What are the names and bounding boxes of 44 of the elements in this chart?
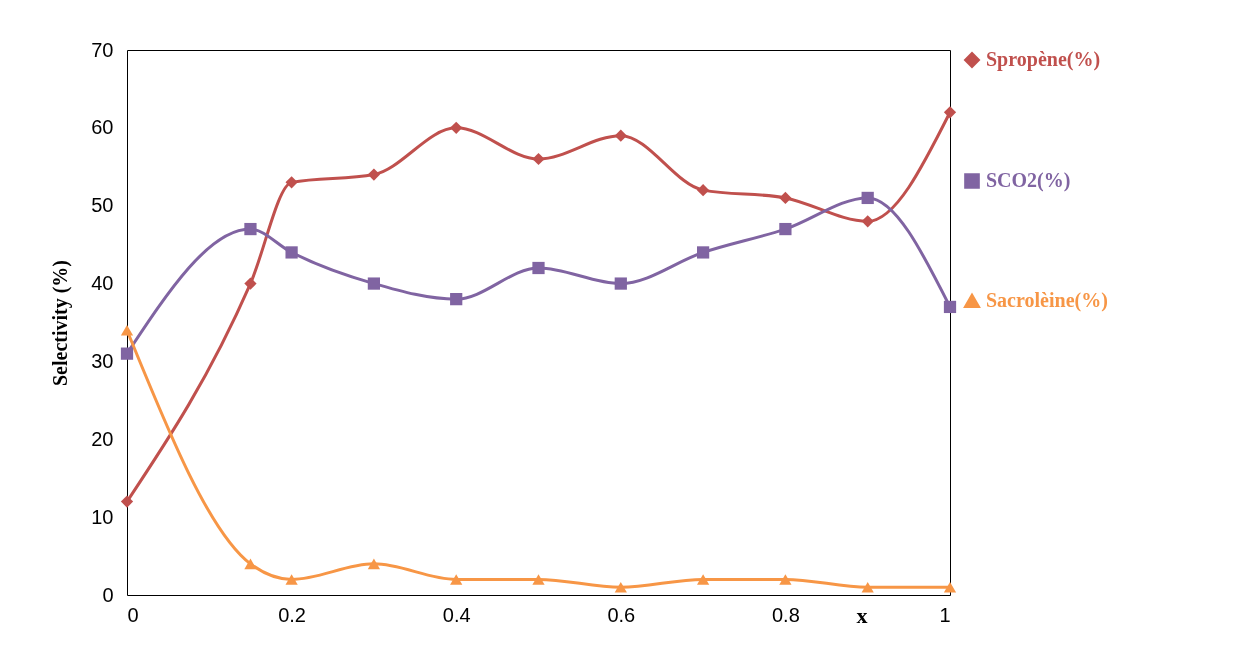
x-tick-label: 0 [127, 603, 139, 626]
point [450, 293, 463, 306]
point [120, 324, 134, 336]
point [367, 168, 381, 181]
x-tick-label: 1 [939, 603, 951, 626]
point [450, 574, 463, 585]
legend-label: SCO2(%) [986, 169, 1071, 192]
point [943, 106, 957, 119]
point [696, 574, 710, 585]
x-tick-label: 0.2 [278, 603, 307, 626]
legend-label: Spropène(%) [986, 48, 1101, 71]
y-tick-label: 70 [91, 38, 114, 61]
y-tick-label: 50 [91, 194, 114, 217]
point [532, 261, 545, 275]
y-axis-title: Selectivity (%) [49, 259, 73, 387]
x-tick-label: 0.8 [771, 603, 800, 626]
y-tick-label: 10 [91, 505, 114, 528]
point [367, 277, 381, 290]
y-tick-label: 0 [102, 583, 114, 606]
point [696, 246, 710, 259]
y-tick-label: 60 [91, 116, 114, 139]
point [861, 191, 874, 205]
point [120, 347, 134, 360]
x-axis-title: x [856, 602, 868, 628]
x-tick-label: 0.4 [442, 603, 471, 626]
point [120, 495, 134, 508]
y-tick-label: 30 [91, 349, 114, 372]
point [614, 129, 627, 142]
point [532, 152, 545, 166]
point [696, 184, 710, 197]
point [943, 300, 957, 314]
point [367, 558, 381, 570]
x-tick-label: 0.6 [607, 603, 636, 626]
point [943, 581, 957, 593]
point [861, 215, 874, 228]
legend-label: Sacrolèine(%) [986, 289, 1108, 312]
point [779, 222, 792, 236]
point [614, 277, 627, 290]
point [779, 191, 792, 205]
y-tick-label: 20 [91, 427, 114, 450]
point [614, 581, 627, 593]
y-tick-label: 40 [91, 272, 114, 295]
point [450, 121, 463, 134]
point [244, 222, 257, 236]
